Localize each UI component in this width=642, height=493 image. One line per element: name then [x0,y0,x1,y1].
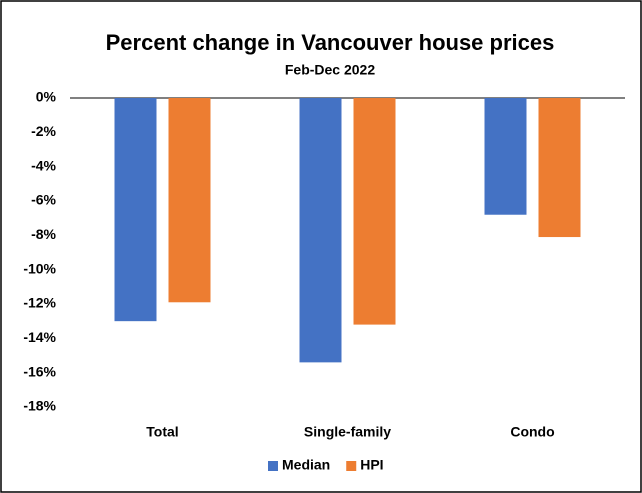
y-tick-label: -14% [23,329,56,345]
y-tick-label: -6% [31,192,56,208]
legend-label: Median [282,457,330,473]
legend-swatch [346,461,357,471]
legend-label: HPI [360,457,383,473]
bar [168,98,211,303]
chart-subtitle: Feb-Dec 2022 [285,62,375,78]
y-tick-label: -4% [31,157,56,173]
legend-swatch [268,461,278,471]
x-tick-label: Total [146,424,178,440]
y-tick-label: 0% [36,89,57,105]
x-tick-label: Single-family [304,424,391,440]
x-tick-label: Condo [510,424,554,440]
bar [538,98,581,238]
bar [299,98,342,363]
y-tick-label: -18% [23,398,56,414]
bar [484,98,527,215]
y-tick-label: -16% [23,363,56,379]
y-tick-label: -2% [31,123,56,139]
y-tick-label: -8% [31,226,56,242]
bar [353,98,396,325]
chart-title: Percent change in Vancouver house prices [106,30,555,55]
y-tick-label: -10% [23,260,56,276]
y-tick-label: -12% [23,295,56,311]
bar [114,98,157,322]
